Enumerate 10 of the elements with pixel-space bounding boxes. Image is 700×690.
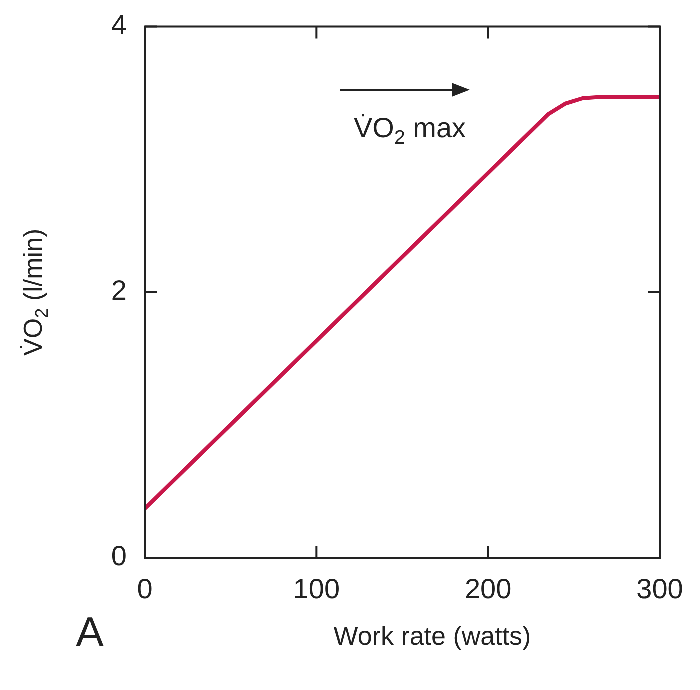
x-tick-label: 100	[293, 574, 340, 605]
x-axis-title: Work rate (watts)	[334, 621, 532, 652]
x-tick-label: 300	[636, 574, 684, 605]
x-tick-label: 0	[137, 574, 153, 605]
y-tick-label: 2	[111, 275, 127, 306]
y-axis-title: V̇O2 (l/min)	[18, 228, 52, 356]
x-tick-label: 200	[464, 574, 512, 605]
text: A	[76, 608, 104, 656]
y-tick-label: 0	[111, 540, 127, 572]
y-tick-label: 4	[111, 10, 127, 41]
